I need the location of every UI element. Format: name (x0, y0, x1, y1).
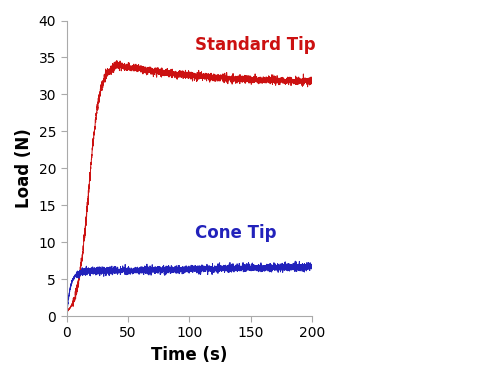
Text: Standard Tip: Standard Tip (196, 36, 316, 54)
Y-axis label: Load (N): Load (N) (15, 128, 33, 208)
Text: Cone Tip: Cone Tip (196, 224, 277, 242)
X-axis label: Time (s): Time (s) (151, 346, 228, 364)
